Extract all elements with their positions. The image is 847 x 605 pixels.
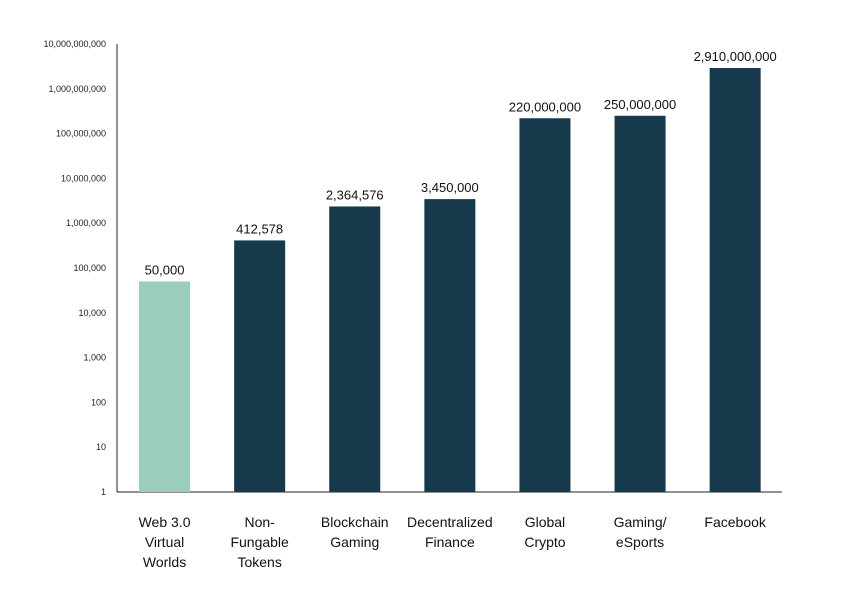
y-tick-label: 1,000,000: [66, 218, 106, 228]
y-tick-label: 1: [101, 487, 106, 497]
bar: [709, 68, 761, 493]
bar-value-label: 2,910,000,000: [694, 49, 777, 64]
category-label: Blockchain Gaming: [321, 514, 389, 550]
bar: [234, 240, 286, 492]
bar: [519, 118, 571, 492]
bar: [424, 199, 476, 492]
bar-value-label: 250,000,000: [604, 97, 676, 112]
bar: [139, 281, 191, 492]
bar: [329, 206, 381, 492]
category-label: Global Crypto: [524, 514, 565, 550]
category-label: Facebook: [704, 514, 766, 530]
bar-value-label: 220,000,000: [509, 99, 581, 114]
bars-group: [139, 68, 761, 493]
y-tick-label: 100,000,000: [56, 129, 106, 139]
x-axis-labels-group: Web 3.0 Virtual Worlds Non-Fungable Tokens Bl…: [139, 514, 767, 570]
bar: [614, 115, 666, 493]
category-label: Web 3.0 Virtual Worlds: [139, 514, 191, 570]
y-axis: 1 10 100 1,000 10,000 100,000 1,000,000 10,000,…: [43, 39, 782, 497]
bar-value-label: 2,364,576: [326, 187, 384, 202]
bar-value-label: 412,578: [236, 221, 283, 236]
y-tick-label: 10,000,000,000: [43, 39, 106, 49]
category-label: Gaming/eSports: [614, 514, 667, 550]
category-label: Non-Fungable Tokens: [230, 514, 289, 570]
value-labels-group: 50,000 412,578 2,364,576 3,450,000 220,000,0…: [145, 49, 777, 277]
bar-value-label: 3,450,000: [421, 180, 479, 195]
y-tick-label: 10,000: [78, 308, 106, 318]
y-tick-label: 10,000,000: [61, 173, 106, 183]
category-label: Decentralized Finance: [407, 514, 493, 550]
y-tick-label: 100: [91, 397, 106, 407]
y-tick-label: 10: [96, 442, 106, 452]
y-tick-label: 100,000: [73, 263, 106, 273]
y-tick-label: 1,000: [83, 353, 106, 363]
y-tick-label: 1,000,000,000: [48, 84, 106, 94]
bar-value-label: 50,000: [145, 262, 185, 277]
